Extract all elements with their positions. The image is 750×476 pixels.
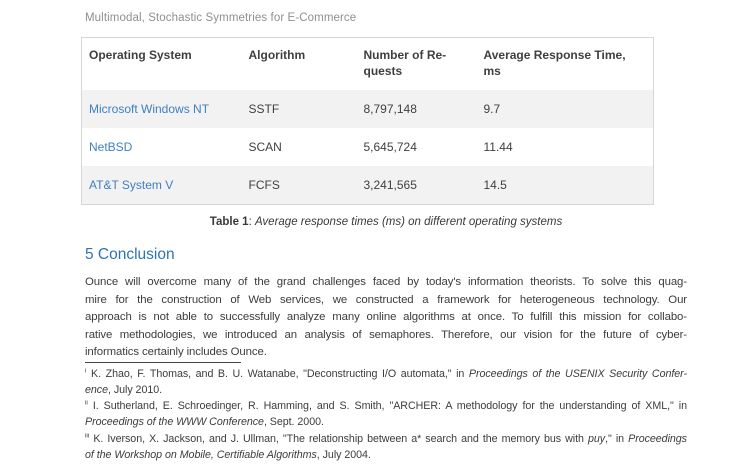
col-header-operating-system: Operating System — [89, 48, 192, 62]
table-row: NetBSD SCAN 5,645,724 11.44 — [82, 128, 654, 166]
footnote-1: i K. Zhao, F. Thomas, and B. U. Watanabe… — [85, 367, 687, 396]
cell-avg-response: 9.7 — [483, 102, 501, 116]
cell-avg-response: 11.44 — [483, 140, 513, 154]
table-caption: Table 1: Average response times (ms) on … — [209, 216, 563, 228]
running-title: Multimodal, Stochastic Symmetries for E-… — [85, 12, 357, 24]
cell-os: AT&T System V — [82, 166, 242, 205]
footnote-2: ii I. Sutherland, E. Schroedinger, R. Ha… — [85, 399, 687, 428]
conclusion-paragraph: Ounce will overcome many of the grand ch… — [85, 276, 687, 358]
table-header-row: Operating System Algorithm Number of Re-… — [82, 38, 654, 91]
section-heading-conclusion: 5 Conclusion — [85, 246, 175, 263]
table-row: Microsoft Windows NT SSTF 8,797,148 9.7 — [81, 90, 654, 128]
cell-os: Microsoft Windows NT — [82, 90, 242, 128]
cell-requests: 8,797,148 — [363, 102, 417, 116]
cell-algorithm: SCAN — [248, 140, 282, 154]
os-link-windows-nt[interactable]: Microsoft Windows NT — [89, 102, 210, 116]
cell-algorithm: FCFS — [248, 178, 280, 192]
cell-requests: 3,241,565 — [363, 178, 417, 192]
col-header-line: Average Response Time, — [483, 48, 626, 62]
table-row: AT&T System V FCFS 3,241,565 14.5 — [81, 166, 654, 205]
cell-os: NetBSD — [82, 128, 242, 166]
col-header-line: ms — [483, 63, 501, 78]
col-header-line: Number of Re- — [363, 48, 447, 62]
footnote-separator — [85, 362, 241, 363]
col-header-line: quests — [363, 63, 403, 78]
footnote-3: iii K. Iverson, X. Jackson, and J. Ullma… — [85, 432, 687, 461]
cell-requests: 5,645,724 — [363, 140, 417, 154]
col-header-number-of-requests: Number of Re- quests — [357, 38, 477, 91]
col-header-avg-response-time: Average Response Time, ms — [477, 38, 654, 91]
os-link-netbsd[interactable]: NetBSD — [89, 140, 133, 154]
os-link-att-system-v[interactable]: AT&T System V — [89, 178, 174, 192]
results-table-container: Operating System Algorithm Number of Re-… — [81, 37, 654, 205]
col-header-algorithm: Algorithm — [248, 48, 306, 62]
cell-avg-response: 14.5 — [483, 178, 507, 192]
results-table: Operating System Algorithm Number of Re-… — [81, 37, 654, 205]
cell-algorithm: SSTF — [248, 102, 280, 116]
